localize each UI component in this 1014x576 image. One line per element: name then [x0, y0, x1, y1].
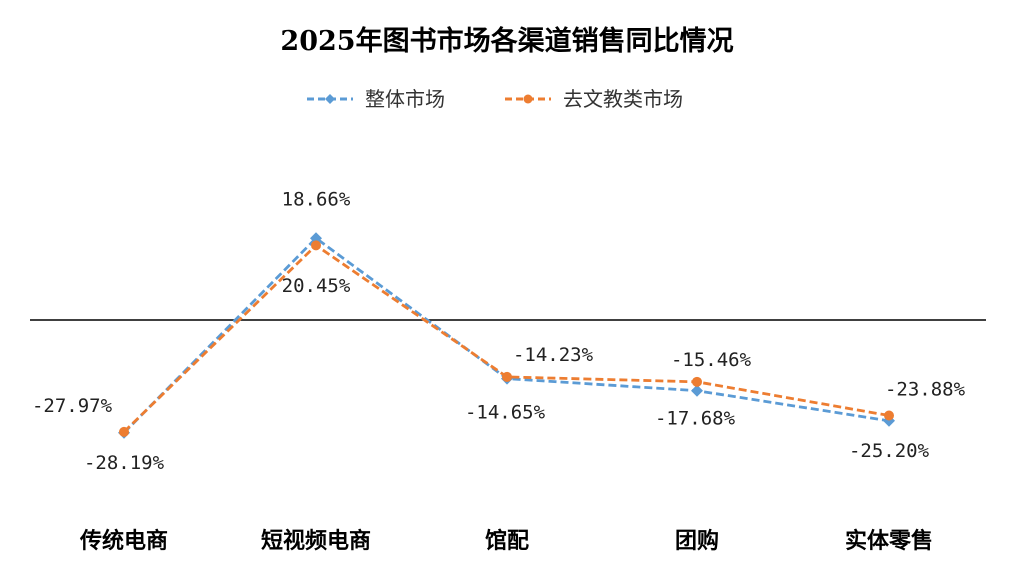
- series-0-data-label-4: -25.20%: [849, 440, 930, 462]
- series-0-point-3: [691, 384, 703, 397]
- series-1-data-label-3: -15.46%: [671, 349, 752, 371]
- legend-marker-0: [325, 94, 335, 104]
- legend-label-0: 整体市场: [365, 87, 445, 111]
- category-label-4: 实体零售: [845, 528, 933, 554]
- series-1-point-0: [119, 426, 129, 437]
- category-label-3: 团购: [675, 528, 719, 554]
- series-1-data-label-0: -27.97%: [32, 395, 113, 417]
- series-1-data-label-2: -14.23%: [513, 344, 594, 366]
- series-1-point-4: [884, 410, 894, 421]
- series-0-data-label-2: -14.65%: [465, 402, 546, 424]
- category-label-0: 传统电商: [79, 528, 168, 554]
- series-0-data-label-1: 20.45%: [282, 275, 351, 297]
- legend-label-1: 去文教类市场: [563, 87, 683, 111]
- legend-marker-1: [523, 94, 533, 104]
- series-1-point-1: [311, 240, 321, 251]
- series-1-data-label-4: -23.88%: [885, 379, 966, 401]
- chart-title: 2025年图书市场各渠道销售同比情况: [280, 25, 733, 57]
- series-0-data-label-0: -28.19%: [84, 452, 165, 474]
- legend: 整体市场 去文教类市场: [307, 87, 683, 111]
- category-label-1: 短视频电商: [261, 528, 371, 554]
- series-1-point-2: [502, 371, 512, 382]
- series-layer: [118, 232, 895, 439]
- series-0-data-label-3: -17.68%: [655, 408, 736, 430]
- series-0-point-1: [310, 232, 322, 245]
- data-label-layer: -28.19% 20.45% -14.65% -17.68% -25.20% -27.97…: [32, 188, 966, 473]
- category-axis: 传统电商 短视频电商 馆配 团购 实体零售: [79, 528, 933, 554]
- category-label-2: 馆配: [485, 528, 529, 554]
- series-1-data-label-1: 18.66%: [282, 188, 351, 210]
- series-1-point-3: [692, 376, 702, 387]
